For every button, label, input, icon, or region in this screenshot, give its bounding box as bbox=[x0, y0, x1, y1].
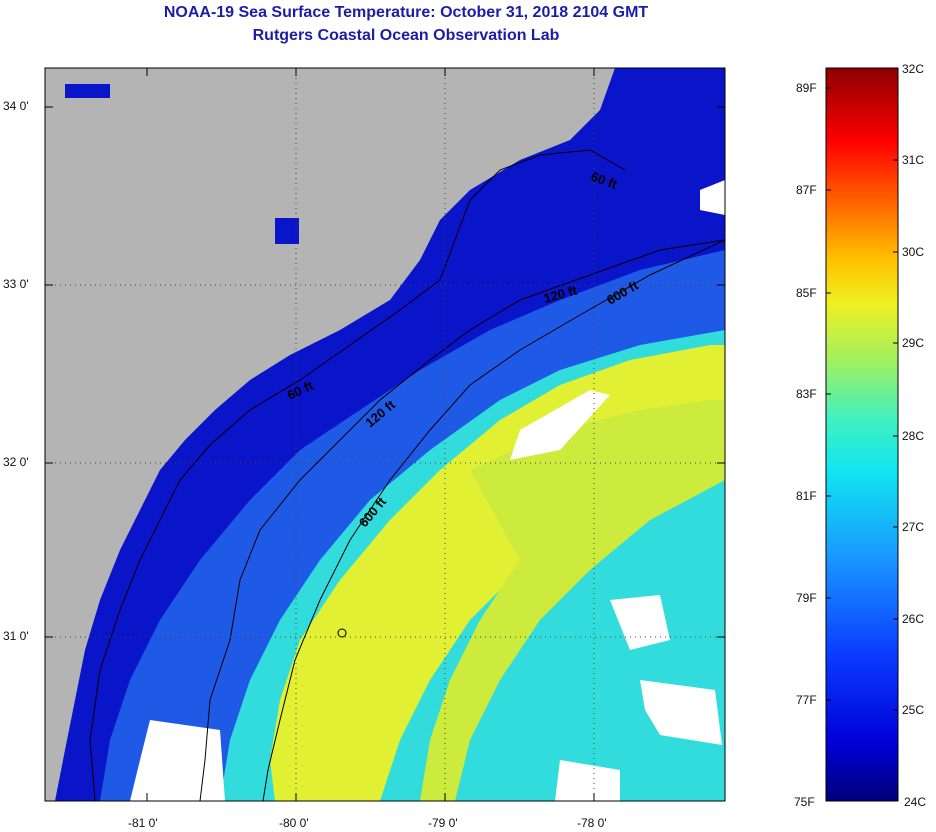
contour-ring bbox=[337, 628, 347, 638]
colorbar-celsius-label: 26C bbox=[902, 612, 925, 626]
graticule bbox=[45, 68, 725, 801]
colorbar-celsius-label: 30C bbox=[902, 245, 925, 259]
map-title: NOAA-19 Sea Surface Temperature: October… bbox=[163, 4, 649, 21]
cloud-patch bbox=[640, 680, 722, 745]
cloud-patch bbox=[610, 595, 670, 650]
inland-lake bbox=[65, 84, 110, 98]
colorbar-fahrenheit-label: 77F bbox=[796, 693, 817, 707]
map-frame bbox=[44, 67, 726, 802]
colorbar-fahrenheit-label: 83F bbox=[796, 387, 817, 401]
colorbar-celsius-label: 29C bbox=[902, 336, 925, 350]
contour-60ft bbox=[89, 149, 626, 801]
cloud-patch bbox=[555, 760, 620, 801]
colorbar-celsius-label: 25C bbox=[902, 703, 925, 717]
cloud-patch bbox=[510, 390, 610, 460]
colorbar-fahrenheit-label: 79F bbox=[796, 591, 817, 605]
colorbar-ticks bbox=[826, 87, 898, 711]
colorbar-celsius-label: 31C bbox=[902, 153, 925, 167]
lat-label: 32 0' bbox=[3, 455, 29, 469]
lon-label: -78 0' bbox=[577, 816, 607, 830]
colorbar-celsius-label: 32C bbox=[902, 62, 925, 76]
lon-label: -79 0' bbox=[428, 816, 458, 830]
lon-label: -80 0' bbox=[279, 816, 309, 830]
lat-label: 31 0' bbox=[3, 629, 29, 643]
colorbar-fahrenheit-label: 81F bbox=[796, 489, 817, 503]
lon-label: -81 0' bbox=[128, 816, 158, 830]
contour-600ft bbox=[262, 239, 725, 801]
colorbar-fahrenheit-label: 75F bbox=[794, 795, 815, 809]
colorbar-fahrenheit-label: 85F bbox=[796, 286, 817, 300]
axis-ticks bbox=[45, 68, 725, 801]
colorbar bbox=[826, 68, 898, 801]
colorbar-fahrenheit-label: 87F bbox=[796, 183, 817, 197]
cloud-patch bbox=[130, 720, 225, 801]
colorbar-celsius-label: 27C bbox=[902, 520, 925, 534]
lake-marion bbox=[275, 218, 299, 244]
map-subtitle: Rutgers Coastal Ocean Observation Lab bbox=[252, 27, 560, 44]
colorbar-celsius-label: 28C bbox=[902, 429, 925, 443]
colorbar-fahrenheit-label: 89F bbox=[796, 81, 817, 95]
colorbar-frame bbox=[825, 67, 899, 802]
gulf-stream-warm-band bbox=[420, 400, 725, 801]
land-mass bbox=[45, 68, 615, 801]
lat-label: 34 0' bbox=[3, 99, 29, 113]
cloud-patch bbox=[700, 180, 725, 215]
contour-120ft bbox=[199, 239, 725, 801]
colorbar-celsius-label: 24C bbox=[904, 795, 927, 809]
lat-label: 33 0' bbox=[3, 277, 29, 291]
